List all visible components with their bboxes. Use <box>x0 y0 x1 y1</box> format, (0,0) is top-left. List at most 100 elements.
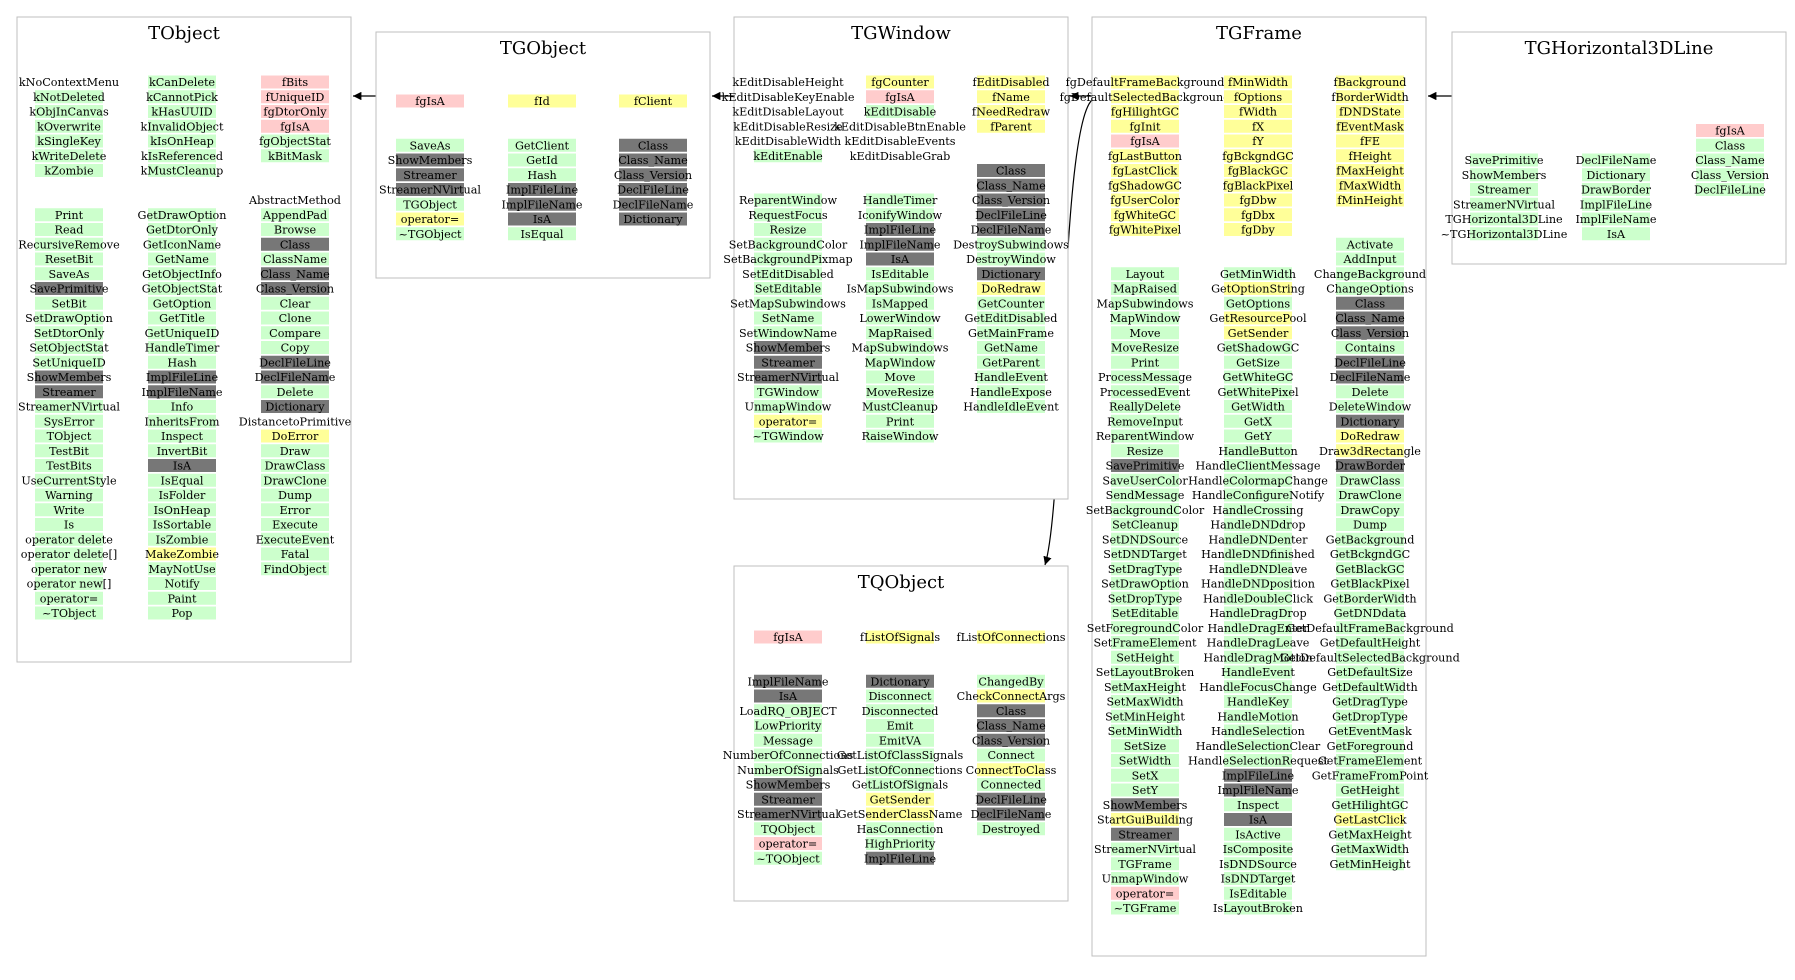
member-public: GetHeight <box>1341 784 1400 797</box>
member-public: TGHorizontal3DLine <box>1445 213 1563 226</box>
member-swatch <box>866 370 934 384</box>
member-public: DestroySubwindows <box>953 238 1069 251</box>
member-public: IsZombie <box>156 533 209 546</box>
member-swatch <box>508 183 576 196</box>
member-public: Streamer <box>1477 184 1531 197</box>
member-private: fgIsA <box>415 95 445 108</box>
member-protected: fgDefaultFrameBackground <box>1066 76 1225 89</box>
member-public: HandleDNDenter <box>1208 533 1308 546</box>
member-swatch <box>1111 178 1179 192</box>
member-inherited: DeclFileLine <box>617 184 689 197</box>
member-swatch <box>148 444 216 458</box>
member-public: Clone <box>279 312 312 325</box>
member-public: GetListOfSignals <box>852 779 948 792</box>
member-swatch <box>1111 429 1179 443</box>
member-private: fUniqueID <box>266 91 325 104</box>
member-private: fgIsA <box>280 120 310 133</box>
member-protected: fWidth <box>1239 106 1277 119</box>
member-swatch <box>1696 124 1764 137</box>
member-swatch <box>261 444 329 458</box>
member-swatch <box>1224 105 1292 118</box>
member-inherited: Dictionary <box>1340 415 1400 428</box>
member-swatch <box>1111 503 1179 517</box>
member-private: fgIsA <box>885 91 915 104</box>
member-swatch <box>148 518 216 531</box>
member-public: GetEditDisabled <box>965 312 1058 325</box>
member-protected: fMaxWidth <box>1339 179 1401 192</box>
class-box-tqobject: TQObject fgIsA ImplFileName IsA LoadRQ_OBJEC… <box>723 565 1069 902</box>
member-swatch <box>148 326 216 340</box>
member-swatch <box>1111 341 1179 354</box>
member-public: SetMaxWidth <box>1107 696 1184 709</box>
member-public: SetDNDTarget <box>1103 548 1187 561</box>
member-swatch <box>1224 650 1292 664</box>
member-public: kIsOnHeap <box>150 135 214 148</box>
member-public: GetName <box>155 253 209 266</box>
member-public: ExecuteEvent <box>256 533 335 546</box>
member-inherited: StreamerNVirtual <box>737 371 839 384</box>
member-public: GetIconName <box>143 238 222 251</box>
member-swatch <box>148 547 216 561</box>
member-swatch <box>1224 606 1292 620</box>
member-swatch <box>1224 296 1292 310</box>
member-public: HandleDragDrop <box>1209 607 1306 620</box>
member-swatch <box>1224 193 1292 207</box>
member-swatch <box>866 223 934 236</box>
member-swatch <box>1336 518 1404 531</box>
member-swatch <box>754 792 822 806</box>
member-swatch <box>1336 754 1404 767</box>
member-swatch <box>1336 695 1404 708</box>
member-swatch <box>1582 227 1650 241</box>
member-swatch <box>1111 311 1179 325</box>
member-public: TGWindow <box>757 386 819 399</box>
member-inherited: Class <box>996 165 1027 178</box>
member-public: GetDefaultFrameBackground <box>1286 622 1454 635</box>
member-public: GetBorderWidth <box>1323 592 1416 605</box>
member-public: RecursiveRemove <box>18 238 120 251</box>
member-protected: fEventMask <box>1336 120 1404 133</box>
member-public: GetListOfConnections <box>838 764 963 777</box>
member-swatch <box>754 400 822 413</box>
member-swatch <box>261 326 329 340</box>
member-swatch <box>754 851 822 865</box>
member-public: SaveAs <box>409 139 450 152</box>
member-public: SetDrawOption <box>25 312 113 325</box>
member-public: GetSize <box>1236 356 1280 369</box>
member-swatch <box>754 193 822 207</box>
member-swatch <box>977 630 1045 644</box>
member-protected: fFE <box>1360 135 1380 148</box>
member-inherited: ImplFileName <box>748 675 829 688</box>
member-swatch <box>1336 606 1404 620</box>
member-public: RequestFocus <box>748 209 828 222</box>
member-public: MapRaised <box>868 327 932 340</box>
member-swatch <box>1696 153 1764 167</box>
member-swatch <box>866 630 934 644</box>
member-swatch <box>148 429 216 443</box>
member-swatch <box>396 153 464 167</box>
member-swatch <box>1111 754 1179 767</box>
member-swatch <box>1111 267 1179 281</box>
member-swatch <box>35 90 103 104</box>
member-swatch <box>977 733 1045 747</box>
member-none: kEditDisableHeight <box>732 76 844 89</box>
member-swatch <box>754 208 822 222</box>
member-public: UnmapWindow <box>745 401 832 414</box>
member-protected: fEditDisabled <box>972 76 1049 89</box>
member-public: Paint <box>168 592 197 605</box>
member-swatch <box>1224 724 1292 738</box>
member-inherited: Class_Name <box>976 179 1046 192</box>
member-swatch <box>35 134 103 148</box>
member-public: TObject <box>47 430 92 443</box>
class-title: TGFrame <box>1216 23 1302 44</box>
member-swatch <box>261 547 329 561</box>
member-swatch <box>1336 827 1404 841</box>
member-inherited: DeclFileName <box>971 808 1052 821</box>
member-public: LoadRQ_OBJECT <box>739 705 837 718</box>
member-public: GetWidth <box>1231 401 1285 414</box>
member-protected: GetLastClick <box>1333 814 1406 827</box>
member-public: IsDNDTarget <box>1221 873 1296 886</box>
member-public: Emit <box>887 720 914 733</box>
member-public: TGFrame <box>1118 858 1172 871</box>
member-public: IsSortable <box>153 519 212 532</box>
member-public: DrawClass <box>265 460 326 473</box>
